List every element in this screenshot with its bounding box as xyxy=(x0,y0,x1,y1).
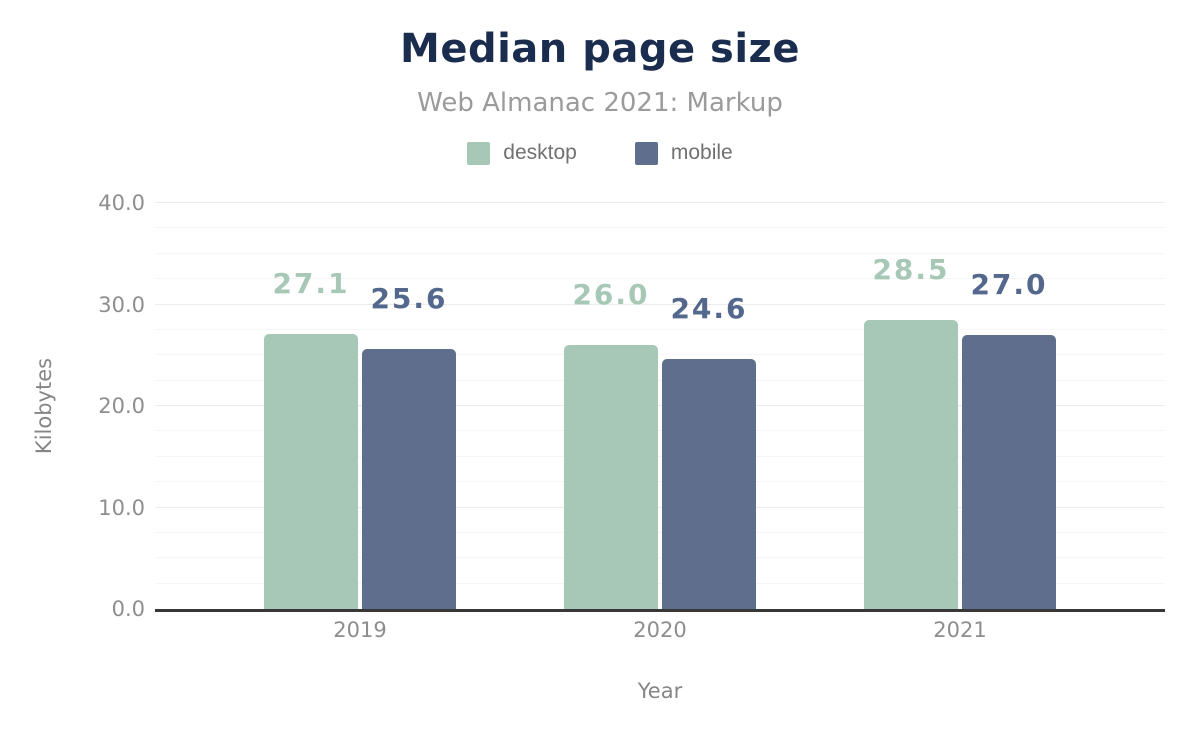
gridline-minor xyxy=(155,557,1165,559)
gridline-minor xyxy=(155,379,1165,381)
y-tick-label: 10.0 xyxy=(98,495,145,520)
y-tick-label: 20.0 xyxy=(98,394,145,418)
bar-value-label-mobile-2021: 27.0 xyxy=(970,267,1048,301)
plot-area: 27.1 25.6 26.0 24.6 28.5 27.0 xyxy=(155,202,1165,612)
bar-mobile-2019 xyxy=(362,349,456,609)
bar-value-label-mobile-2020: 24.6 xyxy=(670,292,748,326)
gridline-minor xyxy=(155,354,1165,356)
bar-mobile-2020 xyxy=(662,359,756,609)
gridline-minor xyxy=(155,455,1165,457)
gridline-major xyxy=(155,405,1165,406)
gridline-minor xyxy=(155,227,1165,229)
x-tick-label-2021: 2021 xyxy=(933,618,987,642)
bar-desktop-2019 xyxy=(264,333,358,609)
bar-value-label-desktop-2020: 26.0 xyxy=(572,278,650,312)
gridline-minor xyxy=(155,582,1165,584)
legend-swatch-desktop xyxy=(467,141,491,165)
gridline-minor xyxy=(155,328,1165,330)
x-tick-label-2019: 2019 xyxy=(333,618,387,642)
x-tick-label-2020: 2020 xyxy=(633,618,687,642)
legend-label-mobile: mobile xyxy=(670,141,733,164)
y-tick-label: 0.0 xyxy=(111,597,145,621)
legend-item-desktop: desktop xyxy=(467,141,577,165)
legend-swatch-mobile xyxy=(634,141,658,165)
bar-value-label-desktop-2021: 28.5 xyxy=(872,252,950,286)
bar-desktop-2020 xyxy=(564,345,658,609)
gridline-minor xyxy=(155,481,1165,483)
bar-desktop-2021 xyxy=(864,319,958,609)
y-tick-label: 40.0 xyxy=(98,191,145,215)
chart-subtitle: Web Almanac 2021: Markup xyxy=(417,88,783,118)
bar-value-label-desktop-2019: 27.1 xyxy=(272,266,350,300)
bar-value-label-mobile-2019: 25.6 xyxy=(370,282,448,316)
y-tick-label: 30.0 xyxy=(98,292,145,317)
chart-title: Median page size xyxy=(400,26,800,72)
legend: desktop mobile xyxy=(0,141,1200,165)
gridline-minor xyxy=(155,531,1165,533)
x-axis-title: Year xyxy=(637,679,683,703)
gridline-minor xyxy=(155,430,1165,432)
gridline-minor xyxy=(155,252,1165,254)
gridline-minor xyxy=(155,278,1165,280)
bar-mobile-2021 xyxy=(962,334,1056,609)
legend-label-desktop: desktop xyxy=(503,141,577,164)
legend-item-mobile: mobile xyxy=(634,141,733,165)
gridline-major xyxy=(155,303,1165,305)
gridline-major xyxy=(155,506,1165,508)
gridline-major xyxy=(155,202,1165,203)
